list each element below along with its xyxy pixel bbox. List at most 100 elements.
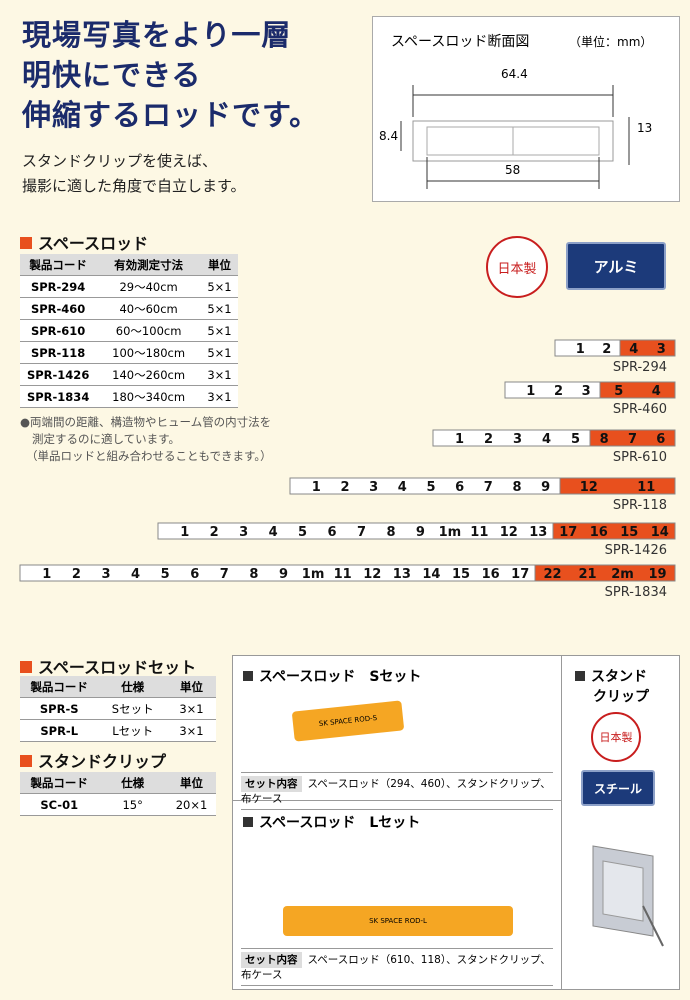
badge: スチール [581, 770, 655, 806]
rod-orange [619, 339, 676, 357]
rod-label: SPR-118 [613, 498, 667, 513]
note: ●両端間の距離、構造物やヒューム管の内寸法を [20, 415, 272, 429]
rod-digit: 8 [386, 525, 395, 540]
intro: 撮影に適した角度で自立します。 [22, 177, 246, 195]
rod-digit: 12 [363, 567, 381, 582]
note: 測定するのに適しています。 [32, 432, 181, 446]
box-title: クリップ [593, 689, 649, 705]
rod-digit: 11 [470, 525, 488, 540]
rod-digit: 5 [298, 525, 307, 540]
cell: 5×1 [200, 319, 238, 342]
header-cell: 製品コード [20, 676, 99, 698]
cell: 29～40cm [96, 275, 201, 298]
cell: SPR-118 [20, 341, 97, 364]
table-row: SPR-1426 140～260cm 3×1 [20, 363, 238, 386]
headline: 現場写真をより一層 [22, 18, 292, 52]
rod-digit: 4 [398, 480, 407, 495]
dim: 8.4 [379, 129, 399, 143]
rod-digit: 5 [426, 480, 435, 495]
rod-digit: 7 [628, 432, 637, 447]
cell: 3×1 [166, 719, 216, 742]
headline: 伸縮するロッドです。 [22, 98, 320, 132]
rod-digit: 1m [302, 567, 325, 582]
table-row: SPR-1834 180～340cm 3×1 [20, 385, 238, 408]
box-title: スタンド [575, 666, 647, 686]
rod-digit: 1 [526, 384, 535, 399]
cell: SPR-1834 [20, 385, 97, 408]
section-title: スペースロッドセット [20, 654, 196, 678]
cell: Lセット [98, 719, 167, 742]
table-row: SC-01 15° 20×1 [20, 793, 216, 816]
box-title: スペースロッド Lセット [243, 812, 420, 832]
rod-digit: 9 [416, 525, 425, 540]
headline: 明快にできる [22, 58, 202, 92]
rod-digit: 11 [334, 567, 352, 582]
cell: 20×1 [166, 793, 216, 816]
cell: SPR-L [20, 719, 99, 742]
dim: 64.4 [501, 67, 528, 81]
section-title: スペースロッド [20, 230, 148, 254]
rod-digit: 2m [611, 567, 634, 582]
cross-diagram [400, 85, 630, 189]
rod-digit: 1 [312, 480, 321, 495]
cell: 3×1 [200, 363, 238, 386]
content-text: スペースロッド（610、118）、スタンドクリップ、布ケース [241, 954, 551, 981]
cell: 3×1 [200, 385, 238, 408]
rod-digit: 2 [554, 384, 563, 399]
rod-digit: 6 [328, 525, 337, 540]
rod-digit: 3 [369, 480, 378, 495]
rod-digit: 11 [637, 480, 655, 495]
rod-digit: 12 [500, 525, 518, 540]
cell: 15° [98, 793, 167, 816]
spec-table: 製品コード 仕様 単位 SPR-S Sセット 3×1 SPR-L Lセット 3×1 [20, 676, 216, 742]
header-cell: 製品コード [20, 254, 97, 276]
table-header: 製品コード 仕様 単位 [20, 772, 216, 794]
table-row: SPR-294 29～40cm 5×1 [20, 275, 238, 298]
rod-digit: 3 [239, 525, 248, 540]
rod-digit: 16 [590, 525, 608, 540]
rod-digit: 7 [484, 480, 493, 495]
rod-digit: 2 [484, 432, 493, 447]
rod-digit: 3 [657, 342, 666, 357]
table-row: SPR-610 60～100cm 5×1 [20, 319, 238, 342]
rod-digit: 1 [180, 525, 189, 540]
spec-table: 製品コード 有効測定寸法 単位 SPR-294 29～40cm 5×1 SPR-460 40～… [20, 254, 238, 408]
rod-digit: 4 [269, 525, 278, 540]
table-header: 製品コード 有効測定寸法 単位 [20, 254, 238, 276]
intro: スタンドクリップを使えば、 [22, 152, 218, 170]
note: （単品ロッドと組み合わせることもできます。） [26, 449, 272, 463]
rod-digit: 3 [101, 567, 110, 582]
rod-orange [534, 564, 676, 582]
content-text: スペースロッド（294、460）、スタンドクリップ、布ケース [241, 778, 551, 805]
content: セット内容 スペースロッド（610、118）、スタンドクリップ、布ケース [241, 948, 553, 986]
rod-digit: 2 [72, 567, 81, 582]
table-row: SPR-118 100～180cm 5×1 [20, 341, 238, 364]
rod-digit: 9 [541, 480, 550, 495]
rod-digit: 8 [249, 567, 258, 582]
cell: SPR-460 [20, 297, 97, 320]
header-cell: 単位 [166, 772, 216, 794]
rod-digit: 17 [559, 525, 577, 540]
box-title: スペースロッド Sセット [243, 666, 421, 686]
rod-digit: 4 [629, 342, 638, 357]
table-row: SPR-460 40～60cm 5×1 [20, 297, 238, 320]
rod-digit: 2 [602, 342, 611, 357]
rod-digit: 5 [614, 384, 623, 399]
rod-digit: 14 [422, 567, 440, 582]
rod-digit: 14 [651, 525, 669, 540]
rod-digit: 1 [42, 567, 51, 582]
cell: 5×1 [200, 275, 238, 298]
rod-label: SPR-1834 [605, 585, 667, 600]
rod-digit: 8 [512, 480, 521, 495]
bag: SK SPACE ROD-S [291, 700, 405, 742]
rod-digit: 15 [452, 567, 470, 582]
header-cell: 単位 [166, 676, 216, 698]
cell: Sセット [98, 697, 167, 720]
badge: 日本製 [486, 236, 548, 298]
notes: ●両端間の距離、構造物やヒューム管の内寸法を 測定するのに適しています。 （単品… [20, 414, 272, 465]
cross-unit: （単位：mm） [569, 35, 653, 49]
rod-digit: 7 [220, 567, 229, 582]
rod-digit: 6 [656, 432, 665, 447]
